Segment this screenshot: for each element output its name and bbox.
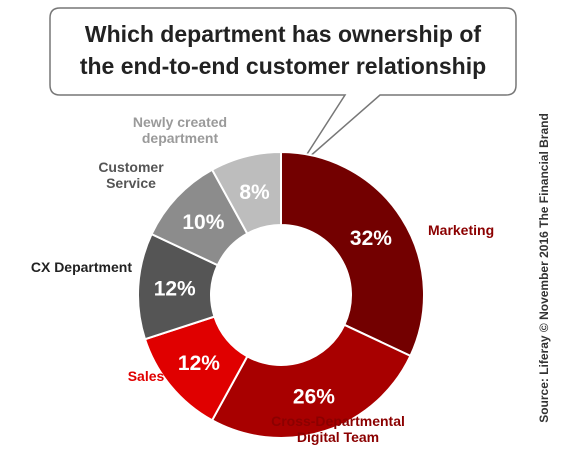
donut-slice [210,323,412,439]
category-label: Customer [98,159,164,175]
donut-slice [210,150,282,236]
category-label: Newly created [133,114,227,130]
chart-title-line-1: Which department has ownership of [85,21,481,47]
slice-value-label: 32% [350,227,392,250]
slice-value-labels: 32% 26% 12% 12% 10% 8% [154,181,393,408]
slice-value-label: 26% [293,385,335,408]
category-label: Marketing [428,222,494,238]
category-label: CX Department [31,259,132,275]
source-note: Source: Liferay © November 2016 The Fina… [537,113,551,423]
slice-value-label: 8% [239,181,270,204]
category-label: Sales [128,368,165,384]
category-label: Service [106,175,156,191]
slice-value-label: 12% [154,277,196,300]
category-label: department [142,130,219,146]
category-label: Digital Team [297,429,379,445]
chart-title-line-2: the end-to-end customer relationship [80,53,486,79]
slice-value-label: 10% [182,211,224,234]
donut-slices [137,150,425,439]
slice-value-label: 12% [178,352,220,375]
donut-slice [280,150,425,358]
title-bubble [49,7,517,166]
category-label: Cross-Departmental [271,413,405,429]
